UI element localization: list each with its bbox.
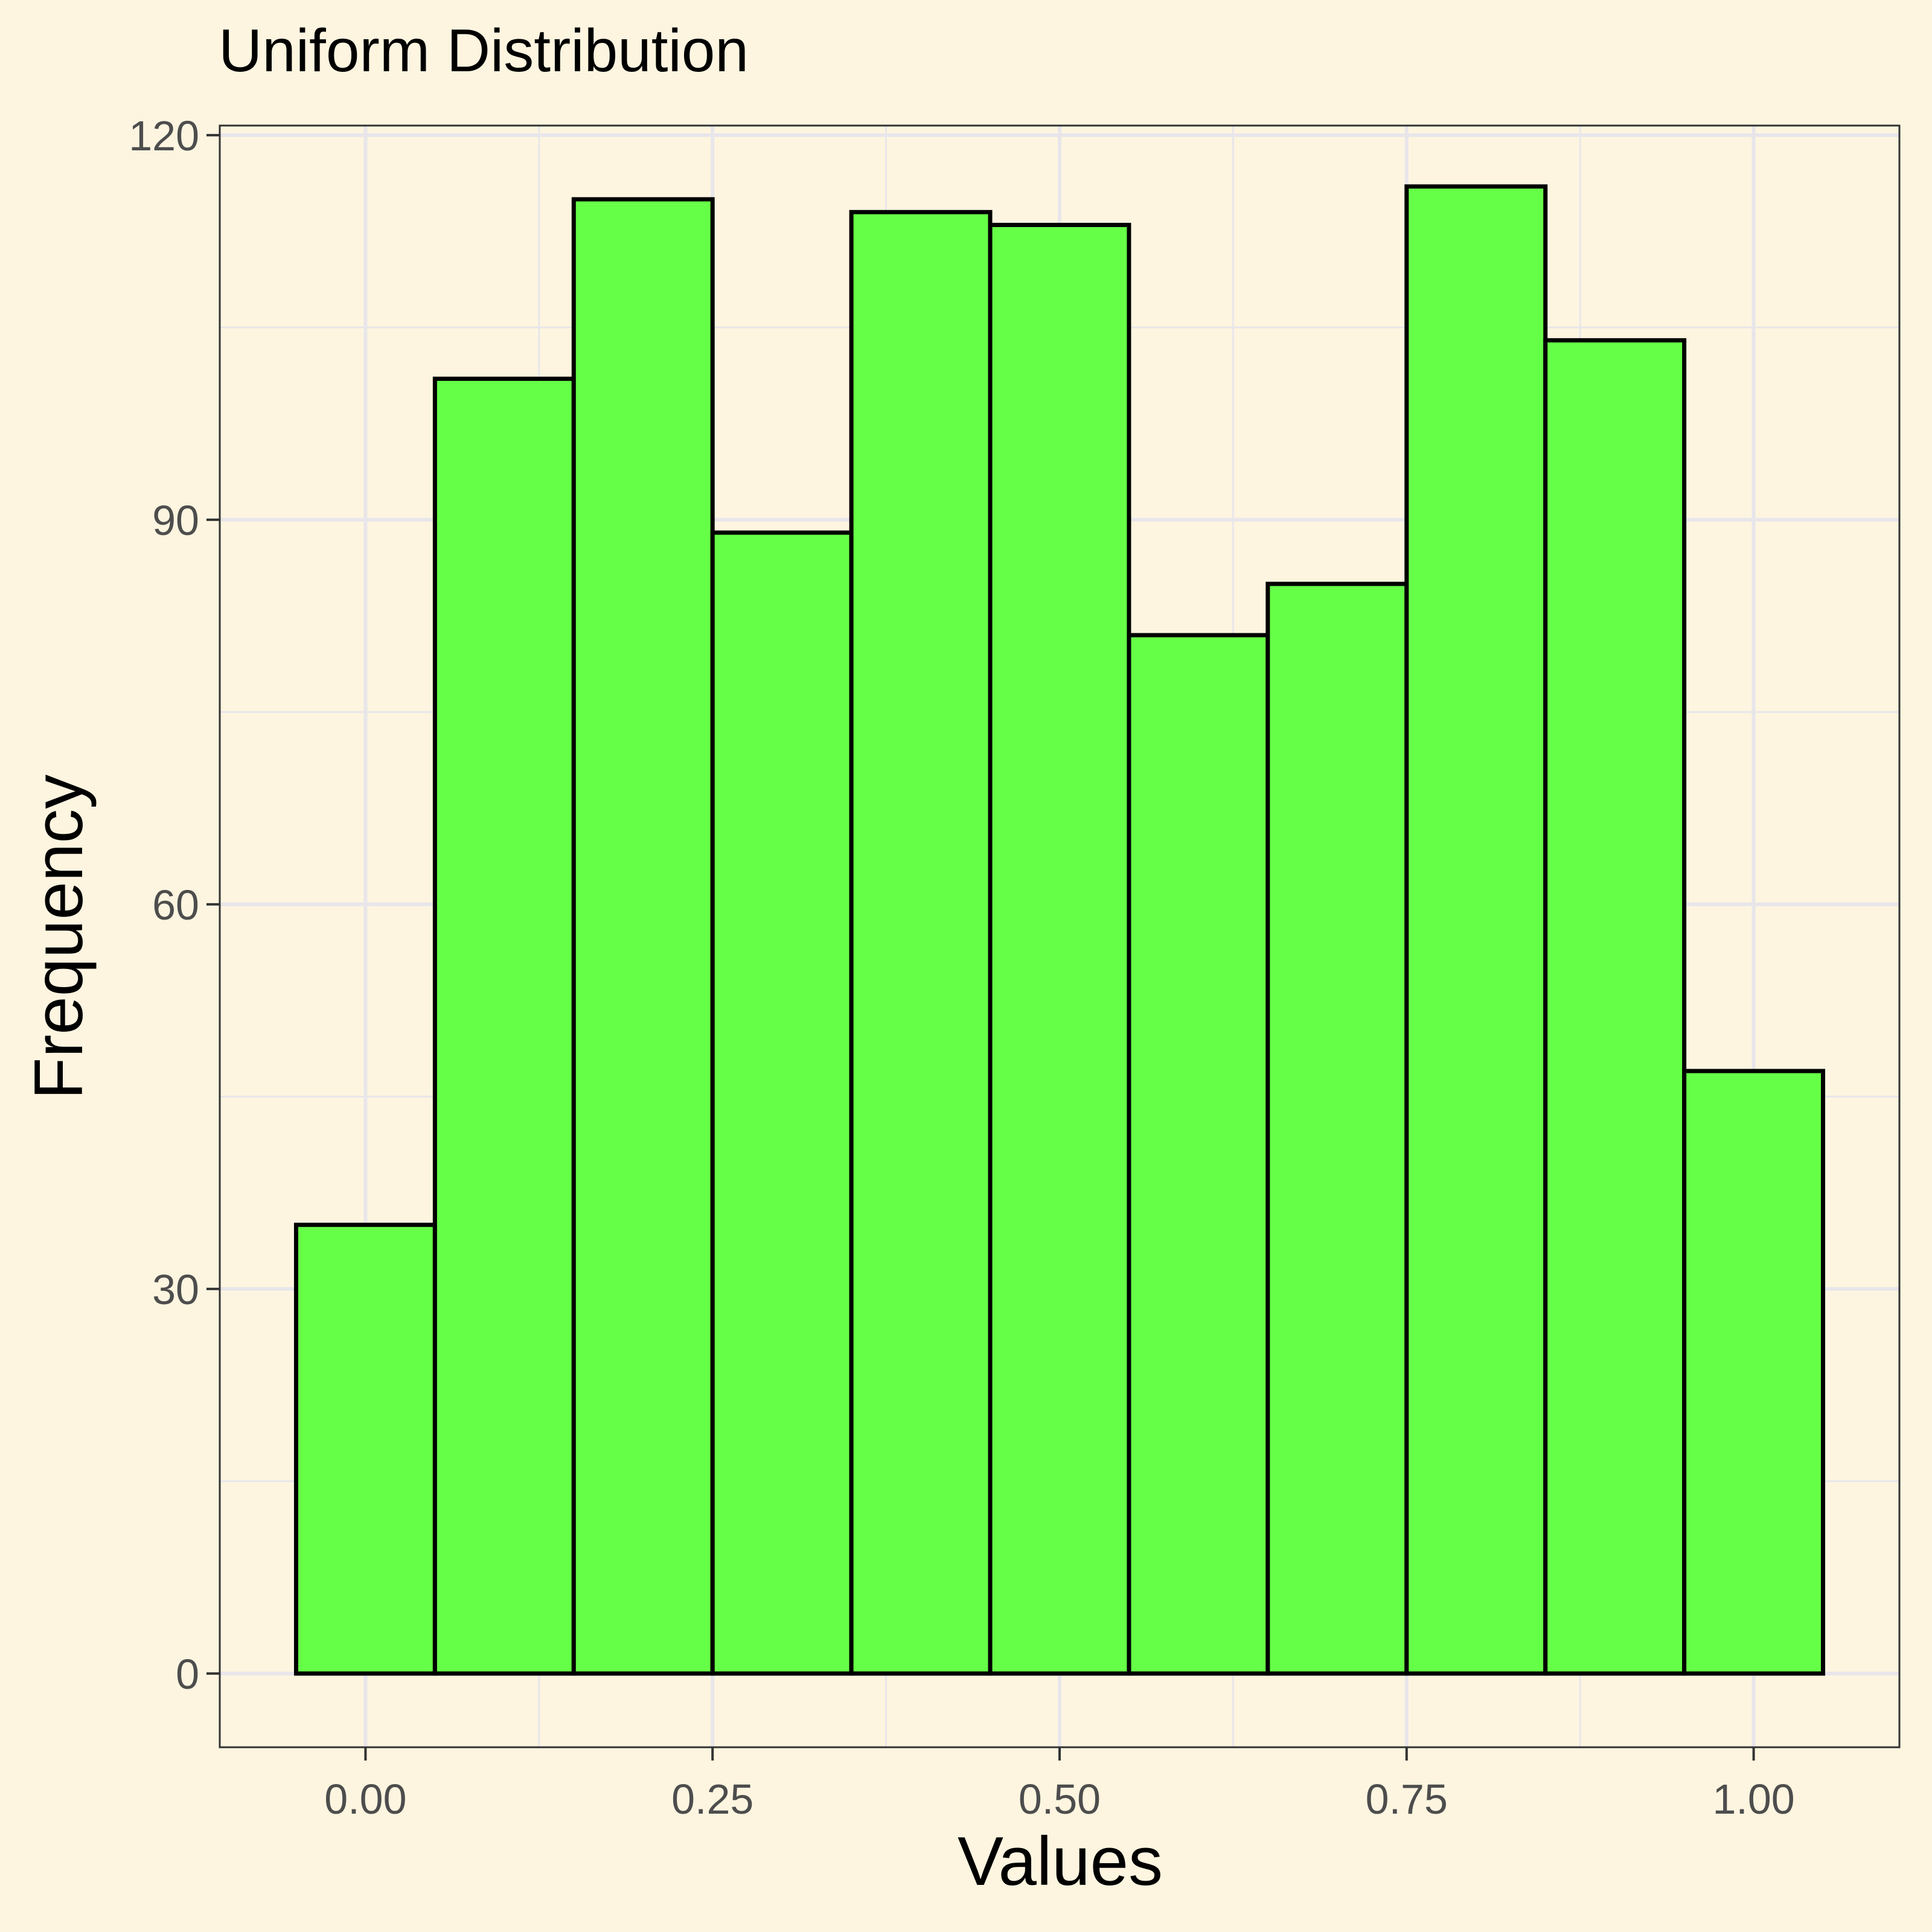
x-axis: 0.00 0.25 0.50 0.75 1.00 xyxy=(324,1747,1795,1823)
histogram-bar xyxy=(1265,581,1409,1676)
histogram-bar xyxy=(988,223,1131,1676)
x-tick-label: 0.25 xyxy=(671,1776,753,1823)
y-axis-label: Frequency xyxy=(21,775,97,1100)
y-tick-label: 0 xyxy=(176,1651,199,1698)
histogram-bar xyxy=(571,197,715,1676)
x-tick-label: 0.75 xyxy=(1366,1776,1448,1823)
histogram-bar xyxy=(1127,633,1270,1676)
x-tick-label: 1.00 xyxy=(1712,1776,1794,1823)
y-tick-label: 60 xyxy=(152,881,199,929)
chart-title: Uniform Distribution xyxy=(219,17,749,85)
y-tick-label: 120 xyxy=(129,112,199,159)
histogram-bar xyxy=(1682,1069,1826,1676)
x-tick-label: 0.50 xyxy=(1019,1776,1101,1823)
y-axis: 0 30 60 90 120 xyxy=(129,112,220,1698)
bars xyxy=(293,184,1826,1676)
y-tick-label: 30 xyxy=(152,1266,199,1313)
histogram-bar xyxy=(1404,184,1548,1676)
x-axis-label: Values xyxy=(958,1823,1163,1900)
histogram-bar xyxy=(849,210,993,1676)
histogram-bar xyxy=(293,1223,437,1676)
histogram-bar xyxy=(1543,338,1687,1676)
x-tick-label: 0.00 xyxy=(324,1776,406,1823)
histogram-bar xyxy=(432,376,576,1676)
y-tick-label: 90 xyxy=(152,497,199,544)
histogram-bar xyxy=(710,530,854,1676)
